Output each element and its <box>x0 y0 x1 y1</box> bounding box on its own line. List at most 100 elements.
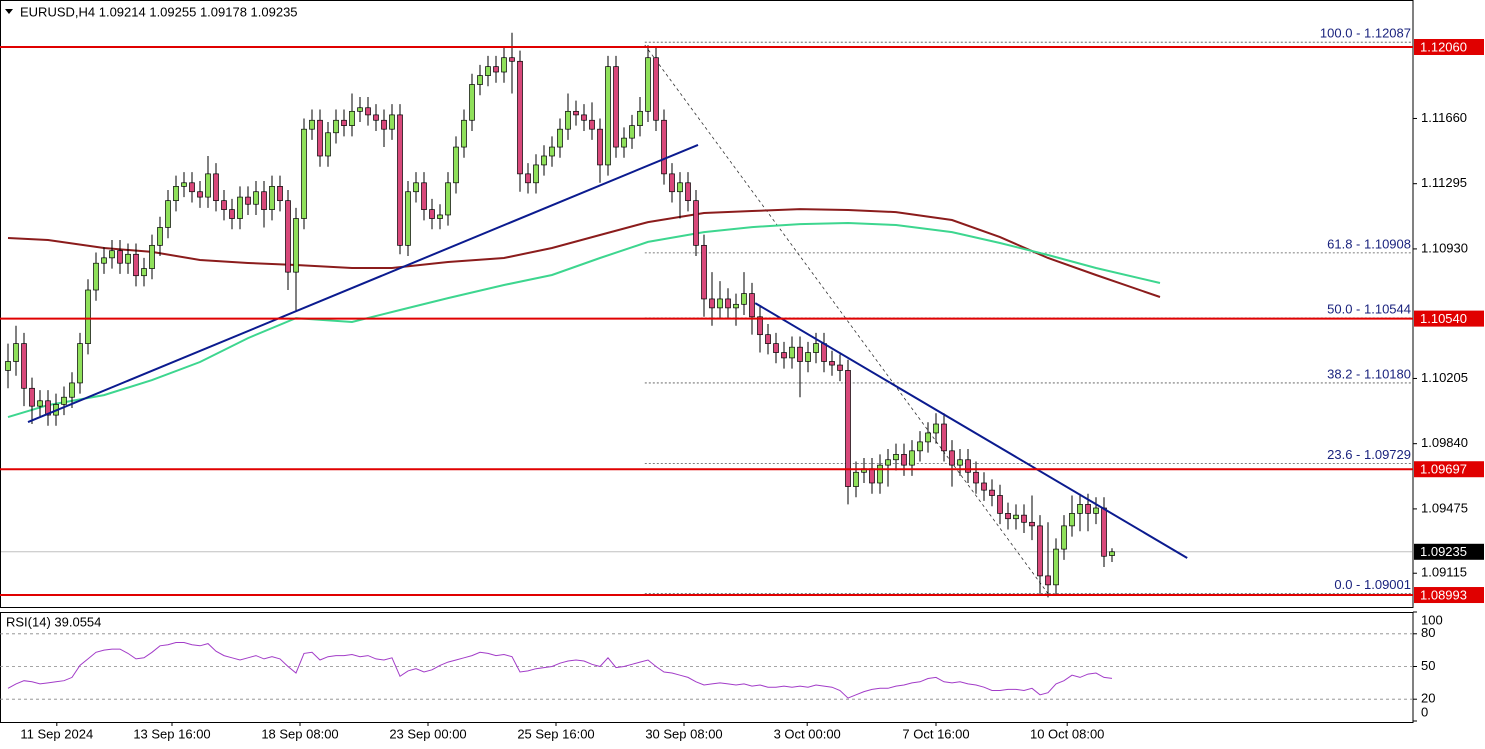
trendline <box>754 302 1188 559</box>
candle-body <box>725 298 731 309</box>
candle-body <box>717 298 723 309</box>
level-label: 1.09697 <box>1420 462 1467 477</box>
candle-body <box>309 119 315 130</box>
candle-body <box>893 454 899 461</box>
rsi-tick-label: 20 <box>1421 691 1435 706</box>
candle-body <box>957 459 963 466</box>
candle-body <box>1093 507 1099 514</box>
x-tick-label: 11 Sep 2024 <box>20 726 93 741</box>
fib-label: 50.0 - 1.10544 <box>1327 301 1411 316</box>
x-tick-label: 3 Oct 00:00 <box>774 726 841 741</box>
candle-body <box>533 164 539 184</box>
candle-body <box>429 209 435 219</box>
candle-body <box>477 75 483 85</box>
candle-body <box>621 137 627 148</box>
candle-body <box>469 84 475 121</box>
fib-label: 23.6 - 1.09729 <box>1327 447 1411 462</box>
candle-body <box>941 423 947 452</box>
rsi-tick-label: 100 <box>1421 612 1443 627</box>
y-tick-label: 1.09840 <box>1421 435 1468 450</box>
candle-body <box>301 128 307 219</box>
candle-body <box>557 128 563 148</box>
plot-area <box>1 32 1412 598</box>
candle-body <box>125 253 131 264</box>
candle-body <box>669 173 675 193</box>
moving-average <box>7 208 1161 298</box>
candle-body <box>1029 521 1035 527</box>
candle-body <box>85 289 91 344</box>
candle-body <box>677 182 683 193</box>
x-tick-label: 30 Sep 08:00 <box>645 726 722 741</box>
candle-body <box>221 200 227 210</box>
candle-body <box>133 253 139 277</box>
candle-body <box>285 200 291 273</box>
candle-body <box>1077 504 1083 514</box>
candle-body <box>293 218 299 273</box>
candle-body <box>373 114 379 121</box>
candle-body <box>605 66 611 166</box>
candle-body <box>237 196 243 219</box>
candle-body <box>1101 507 1107 557</box>
candle-body <box>813 343 819 353</box>
rsi-panel <box>0 612 1414 723</box>
level-tag <box>1414 587 1484 604</box>
candle-body <box>933 423 939 434</box>
level-tag <box>1414 461 1484 478</box>
candle-body <box>45 400 51 416</box>
candle-body <box>213 173 219 202</box>
candle-body <box>501 57 507 73</box>
candle-body <box>1037 525 1043 577</box>
candle-body <box>197 191 203 198</box>
candle-body <box>189 182 195 193</box>
candle-body <box>437 214 443 219</box>
candle-body <box>781 352 787 359</box>
candle-body <box>757 316 763 336</box>
candle-body <box>525 173 531 184</box>
rsi-tick-label: 0 <box>1421 704 1428 719</box>
candle-body <box>989 489 995 496</box>
fib-label: 38.2 - 1.10180 <box>1327 366 1411 381</box>
candle-body <box>317 119 323 157</box>
candle-body <box>445 182 451 216</box>
candle-body <box>509 57 515 62</box>
candle-body <box>1069 513 1075 527</box>
fib-label: 100.0 - 1.12087 <box>1320 26 1411 41</box>
candle-body <box>765 334 771 344</box>
candle-body <box>573 110 579 116</box>
candle-body <box>1013 514 1019 520</box>
candle-body <box>613 66 619 148</box>
candle-body <box>1045 575 1051 586</box>
candle-body <box>77 343 83 384</box>
candle-body <box>93 262 99 291</box>
candle-body <box>277 186 283 202</box>
candle-body <box>485 66 491 76</box>
candle-body <box>741 293 747 305</box>
candle-body <box>37 400 43 407</box>
candle-body <box>877 464 883 484</box>
x-tick-label: 18 Sep 08:00 <box>261 726 338 741</box>
menu-arrow[interactable] <box>5 9 13 14</box>
candle-body <box>421 182 427 210</box>
candle-body <box>709 298 715 309</box>
candle-body <box>1021 514 1027 523</box>
candle-body <box>885 459 891 466</box>
candle-body <box>261 191 267 210</box>
candle-body <box>109 250 115 259</box>
candle-body <box>821 343 827 362</box>
candle-body <box>637 110 643 126</box>
candle-body <box>949 450 955 466</box>
x-tick-label: 10 Oct 08:00 <box>1030 726 1104 741</box>
last-price-tag <box>1414 543 1484 560</box>
candle-body <box>413 182 419 193</box>
candle-body <box>173 186 179 202</box>
candle-body <box>973 471 979 484</box>
candle-body <box>157 227 163 246</box>
level-label: 1.12060 <box>1420 39 1467 54</box>
fib-label: 0.0 - 1.09001 <box>1334 577 1411 592</box>
rsi-label: RSI(14) 39.0554 <box>6 614 101 629</box>
candle-body <box>341 119 347 126</box>
candle-body <box>685 182 691 202</box>
x-tick-label: 13 Sep 16:00 <box>133 726 210 741</box>
candle-body <box>141 268 147 277</box>
